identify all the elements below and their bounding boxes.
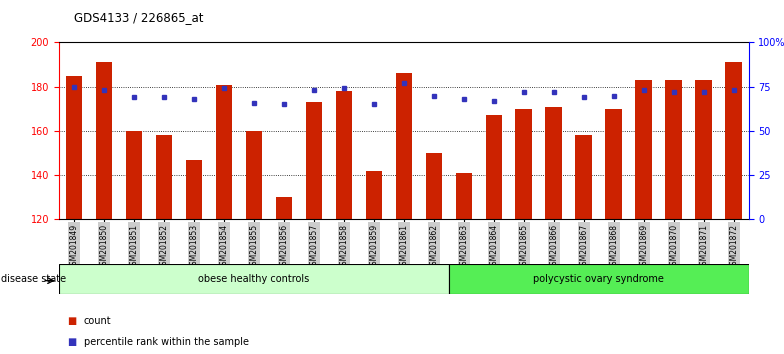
Bar [125,131,142,219]
Bar [725,62,742,219]
Bar [336,91,352,219]
Bar [216,85,232,219]
Bar [426,153,442,219]
Bar [516,109,532,219]
Bar [605,109,622,219]
Bar [456,173,472,219]
Bar [186,160,202,219]
Text: polycystic ovary syndrome: polycystic ovary syndrome [533,274,664,284]
Text: GDS4133 / 226865_at: GDS4133 / 226865_at [74,11,204,24]
Text: disease state: disease state [1,274,66,284]
Bar [155,135,172,219]
Bar [66,76,82,219]
Bar [395,73,412,219]
Text: count: count [84,316,111,326]
Text: percentile rank within the sample: percentile rank within the sample [84,337,249,347]
Bar [448,264,749,294]
Bar [575,135,592,219]
Bar [59,264,448,294]
Bar [306,102,322,219]
Bar [275,197,292,219]
Bar [245,131,262,219]
Bar [485,115,502,219]
Bar [96,62,112,219]
Bar [636,80,652,219]
Bar [546,107,562,219]
Bar [365,171,382,219]
Text: ■: ■ [67,337,76,347]
Text: ■: ■ [67,316,76,326]
Text: obese healthy controls: obese healthy controls [198,274,310,284]
Bar [695,80,712,219]
Bar [666,80,682,219]
